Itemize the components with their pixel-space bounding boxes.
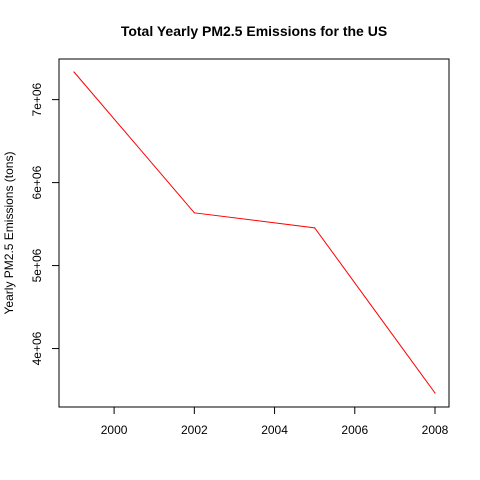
x-tick-label: 2006 bbox=[341, 423, 368, 437]
x-tick-label: 2000 bbox=[101, 423, 128, 437]
chart-title: Total Yearly PM2.5 Emissions for the US bbox=[121, 23, 387, 39]
x-tick-label: 2002 bbox=[181, 423, 208, 437]
x-tick-label: 2004 bbox=[261, 423, 288, 437]
y-tick-label: 6e+06 bbox=[30, 165, 44, 199]
y-tick-label: 4e+06 bbox=[30, 331, 44, 365]
data-point bbox=[314, 227, 316, 229]
data-point bbox=[434, 392, 436, 394]
y-tick-label: 7e+06 bbox=[30, 82, 44, 116]
data-point bbox=[73, 71, 75, 73]
series-line bbox=[73, 71, 436, 394]
y-axis: 4e+06 5e+06 6e+06 7e+06 bbox=[30, 82, 60, 365]
y-axis-label: Yearly PM2.5 Emissions (tons) bbox=[2, 152, 16, 315]
y-tick-label: 5e+06 bbox=[30, 248, 44, 282]
data-point bbox=[193, 212, 195, 214]
x-axis: 2000 2002 2004 2006 2008 bbox=[101, 406, 449, 437]
x-tick-label: 2008 bbox=[422, 423, 449, 437]
series-layer bbox=[73, 71, 436, 394]
